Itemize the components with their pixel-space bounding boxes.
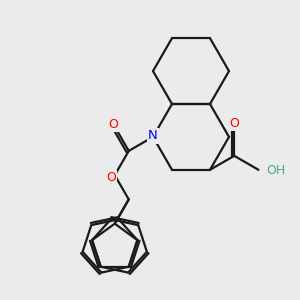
- Text: N: N: [148, 129, 158, 142]
- Text: O: O: [229, 117, 239, 130]
- Text: O: O: [108, 118, 118, 131]
- Text: N: N: [148, 130, 158, 143]
- Text: O: O: [106, 171, 116, 184]
- Text: OH: OH: [266, 164, 286, 177]
